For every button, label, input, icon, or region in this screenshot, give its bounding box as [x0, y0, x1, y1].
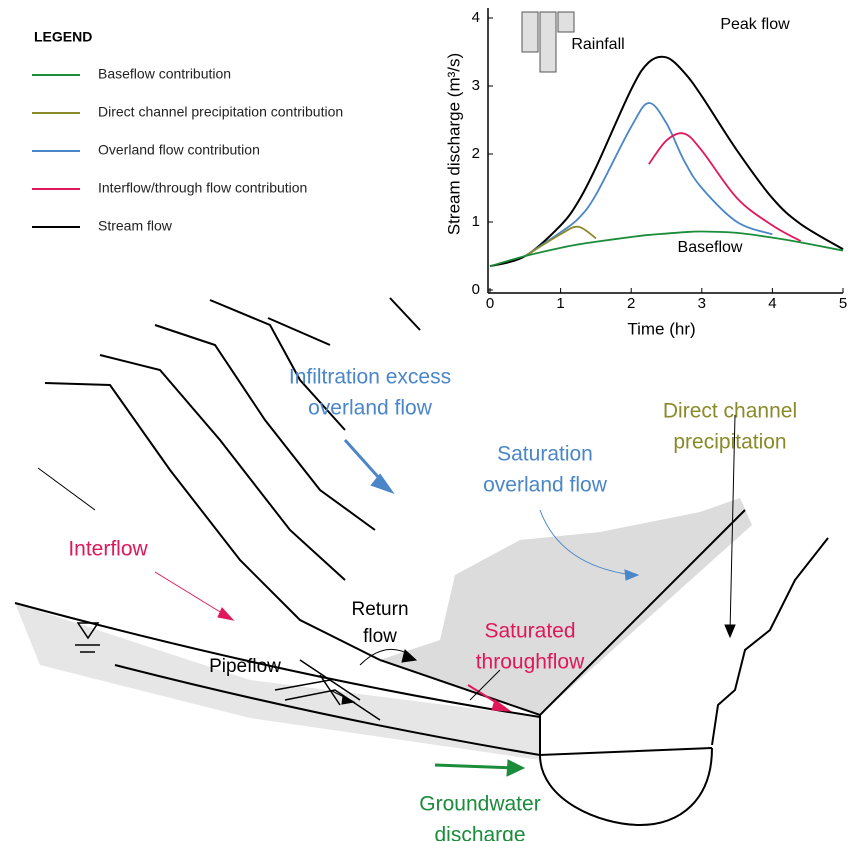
diagram-label: discharge	[434, 824, 525, 841]
chart-annotation: Baseflow	[678, 239, 743, 256]
rainfall-bar	[521, 11, 539, 53]
diagram-label: Pipeflow	[209, 656, 281, 677]
landscape	[14, 297, 829, 827]
legend-label: Direct channel precipitation contributio…	[98, 104, 343, 120]
diagram-label: Direct channel	[663, 400, 797, 423]
contour	[37, 467, 96, 511]
diagram-label: precipitation	[673, 431, 786, 454]
y-tick-label: 2	[472, 145, 480, 162]
y-tick-label: 3	[472, 77, 480, 94]
legend-label: Interflow/through flow contribution	[98, 180, 307, 196]
contour	[99, 354, 346, 581]
rainfall-bar	[539, 11, 557, 73]
x-tick-label: 3	[698, 295, 706, 312]
diagram-label: overland flow	[483, 474, 608, 497]
x-tick-label: 4	[768, 295, 776, 312]
arrow	[154, 571, 231, 619]
diagram-label: flow	[363, 626, 397, 647]
legend-label: Stream flow	[98, 218, 173, 234]
legend-label: Baseflow contribution	[98, 66, 231, 82]
bedrock-line	[114, 664, 541, 756]
saturated-area	[380, 498, 752, 715]
hillslope-soil	[15, 603, 540, 760]
arrow-head	[624, 569, 640, 581]
series-line	[524, 225, 597, 257]
x-tick-label: 1	[556, 295, 564, 312]
leader-line	[469, 669, 501, 701]
arrow-head	[506, 759, 526, 777]
y-tick-label: 0	[472, 281, 480, 298]
pipes	[274, 659, 381, 721]
rainfall-bars	[521, 11, 575, 73]
legend-title: LEGEND	[34, 29, 92, 45]
arrow-head	[724, 624, 736, 639]
y-axis-label: Stream discharge (m³/s)	[444, 53, 463, 235]
chart-annotation: Peak flow	[720, 16, 790, 33]
x-tick-label: 2	[627, 295, 635, 312]
diagram-label: Return	[351, 599, 408, 620]
arrow	[729, 414, 736, 633]
diagram-label: Groundwater	[419, 793, 540, 816]
series-line	[489, 55, 844, 268]
x-axis-label: Time (hr)	[627, 319, 695, 338]
rainfall-bar	[557, 11, 575, 33]
contour	[209, 299, 346, 431]
diagram-label: Infiltration excess	[289, 366, 451, 389]
arrow-head	[491, 699, 512, 712]
contour	[267, 317, 331, 346]
y-tick-label: 4	[472, 9, 480, 26]
arrow	[539, 509, 633, 576]
x-tick-label: 0	[486, 295, 494, 312]
arrow-head	[401, 649, 418, 663]
legend-label: Overland flow contribution	[98, 142, 260, 158]
arrow-head	[217, 607, 235, 621]
x-tick-label: 5	[839, 295, 847, 312]
contour	[44, 382, 381, 661]
diagram-label: Interflow	[68, 538, 148, 561]
diagram-label: Saturation	[497, 443, 593, 466]
channel-bed	[539, 747, 713, 827]
series-line	[648, 132, 802, 242]
diagram-label: Saturated	[484, 620, 575, 643]
chart-annotation: Rainfall	[571, 36, 624, 53]
y-tick-label: 1	[472, 213, 480, 230]
arrow	[434, 763, 516, 770]
series-line	[524, 102, 773, 257]
water-table-symbol	[75, 622, 100, 653]
arrow-head	[341, 695, 356, 705]
diagram-label: throughflow	[476, 651, 585, 674]
contour	[154, 324, 376, 531]
contour	[389, 297, 421, 331]
arrow-head	[370, 473, 395, 494]
diagram-label: overland flow	[308, 397, 433, 420]
series-line	[489, 230, 844, 268]
